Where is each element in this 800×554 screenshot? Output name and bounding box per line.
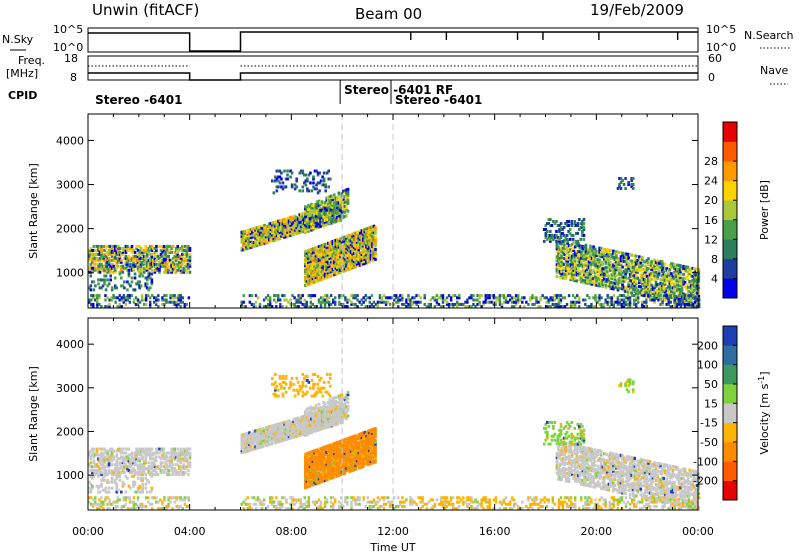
colorbar-segment	[723, 403, 737, 423]
colorbar-segment	[723, 480, 737, 501]
nsearch-tick-top: 10^5	[706, 23, 736, 36]
y-axis-label: Slant Range [km]	[27, 163, 40, 259]
y-tick-label: 1000	[56, 267, 84, 280]
cpid-entry: Stereo -6401	[95, 93, 182, 107]
y-tick-label: 3000	[56, 179, 84, 192]
colorbar-label: Velocity [m s-1]	[757, 371, 771, 454]
colorbar-tick-label: -50	[700, 436, 718, 449]
x-tick-label: 20:00	[580, 525, 612, 538]
colorbar-label: Power [dB]	[758, 180, 771, 240]
colorbar-tick-label: -100	[693, 455, 718, 468]
nave-tick-top: 60	[708, 52, 722, 65]
colorbar-tick-label: 15	[704, 397, 718, 410]
freq-label-2: [MHz]	[6, 67, 38, 80]
colorbar-segment	[723, 345, 737, 365]
cpid-entry: Stereo -6401	[395, 93, 482, 107]
colorbar-segment	[723, 442, 737, 462]
colorbar-segment	[723, 278, 737, 299]
nsky-label: N.Sky	[2, 33, 34, 46]
y-tick-label: 4000	[56, 134, 84, 147]
x-tick-label: 00:00	[72, 525, 104, 538]
colorbar-tick-label: -15	[700, 417, 718, 430]
x-tick-label: 08:00	[275, 525, 307, 538]
y-tick-label: 2000	[56, 223, 84, 236]
colorbar-segment	[723, 461, 737, 481]
colorbar-segment	[723, 180, 737, 201]
date-title: 19/Feb/2009	[590, 1, 684, 19]
cpid-label: CPID	[8, 89, 37, 102]
colorbar-segment	[723, 239, 737, 260]
colorbar-segment	[723, 122, 737, 142]
colorbar-tick-label: 8	[711, 253, 718, 266]
nave-tick-bottom: 0	[708, 71, 715, 84]
colorbar-segment	[723, 141, 737, 162]
x-tick-label: 12:00	[377, 525, 409, 538]
colorbar-tick-label: 100	[697, 359, 718, 372]
y-tick-label: 4000	[56, 338, 84, 351]
nsearch-label: N.Search	[744, 29, 794, 42]
freq-nave-panel: Freq. [MHz] 18 8 60 0 Nave	[6, 52, 788, 85]
nsky-tick-bottom: 10^0	[53, 41, 83, 54]
y-tick-label: 2000	[56, 425, 84, 438]
velocity-panel: 1000 2000 3000 4000 Slant Range [km] 200 100 50…	[27, 317, 771, 511]
station-title: Unwin (fitACF)	[92, 1, 199, 19]
time-axis: Time UT 00:00 04:00 08:00 12:00 16:00 20:00 00…	[72, 525, 714, 554]
y-tick-label: 3000	[56, 382, 84, 395]
x-tick-label: 00:00	[682, 525, 714, 538]
colorbar-segment	[723, 200, 737, 221]
heatmap-cells	[88, 372, 701, 511]
colorbar-tick-label: 16	[704, 214, 718, 227]
nsky-tick-top: 10^5	[53, 23, 83, 36]
colorbar-tick-label: 50	[704, 378, 718, 391]
colorbar-segment	[723, 219, 737, 240]
cpid-entry: Stereo -6401 RF	[344, 83, 453, 97]
colorbar-segment	[723, 384, 737, 404]
colorbar-tick-label: 4	[711, 272, 718, 285]
y-axis-label: Slant Range [km]	[27, 366, 40, 462]
colorbar-tick-label: 24	[704, 175, 718, 188]
beam-title: Beam 00	[355, 5, 422, 23]
nave-label: Nave	[760, 64, 788, 77]
colorbar-segment	[723, 258, 737, 279]
x-axis-label: Time UT	[369, 541, 415, 554]
x-tick-label: 04:00	[174, 525, 206, 538]
colorbar-tick-label: -200	[693, 475, 718, 488]
colorbar-tick-label: 12	[704, 233, 718, 246]
freq-label-1: Freq.	[18, 54, 45, 67]
heatmap-cells	[88, 169, 701, 309]
colorbar-tick-label: 200	[697, 339, 718, 352]
colorbar-tick-label: 20	[704, 194, 718, 207]
colorbar-segment	[723, 326, 737, 346]
x-tick-label: 16:00	[479, 525, 511, 538]
colorbar-segment	[723, 422, 737, 443]
nsearch-tick-bottom: 10^0	[706, 41, 736, 54]
colorbar-segment	[723, 364, 737, 385]
colorbar-segment	[723, 161, 737, 181]
y-tick-label: 1000	[56, 469, 84, 482]
nsky-nsearch-panel: N.Sky 10^5 10^0 10^5 10^0 N.Search	[2, 23, 794, 54]
freq-tick-top: 18	[64, 52, 78, 65]
colorbar-tick-label: 28	[704, 155, 718, 168]
power-panel: 1000 2000 3000 4000 Slant Range [km] 4 8 12 16 20…	[27, 113, 771, 309]
freq-tick-bottom: 8	[70, 71, 77, 84]
